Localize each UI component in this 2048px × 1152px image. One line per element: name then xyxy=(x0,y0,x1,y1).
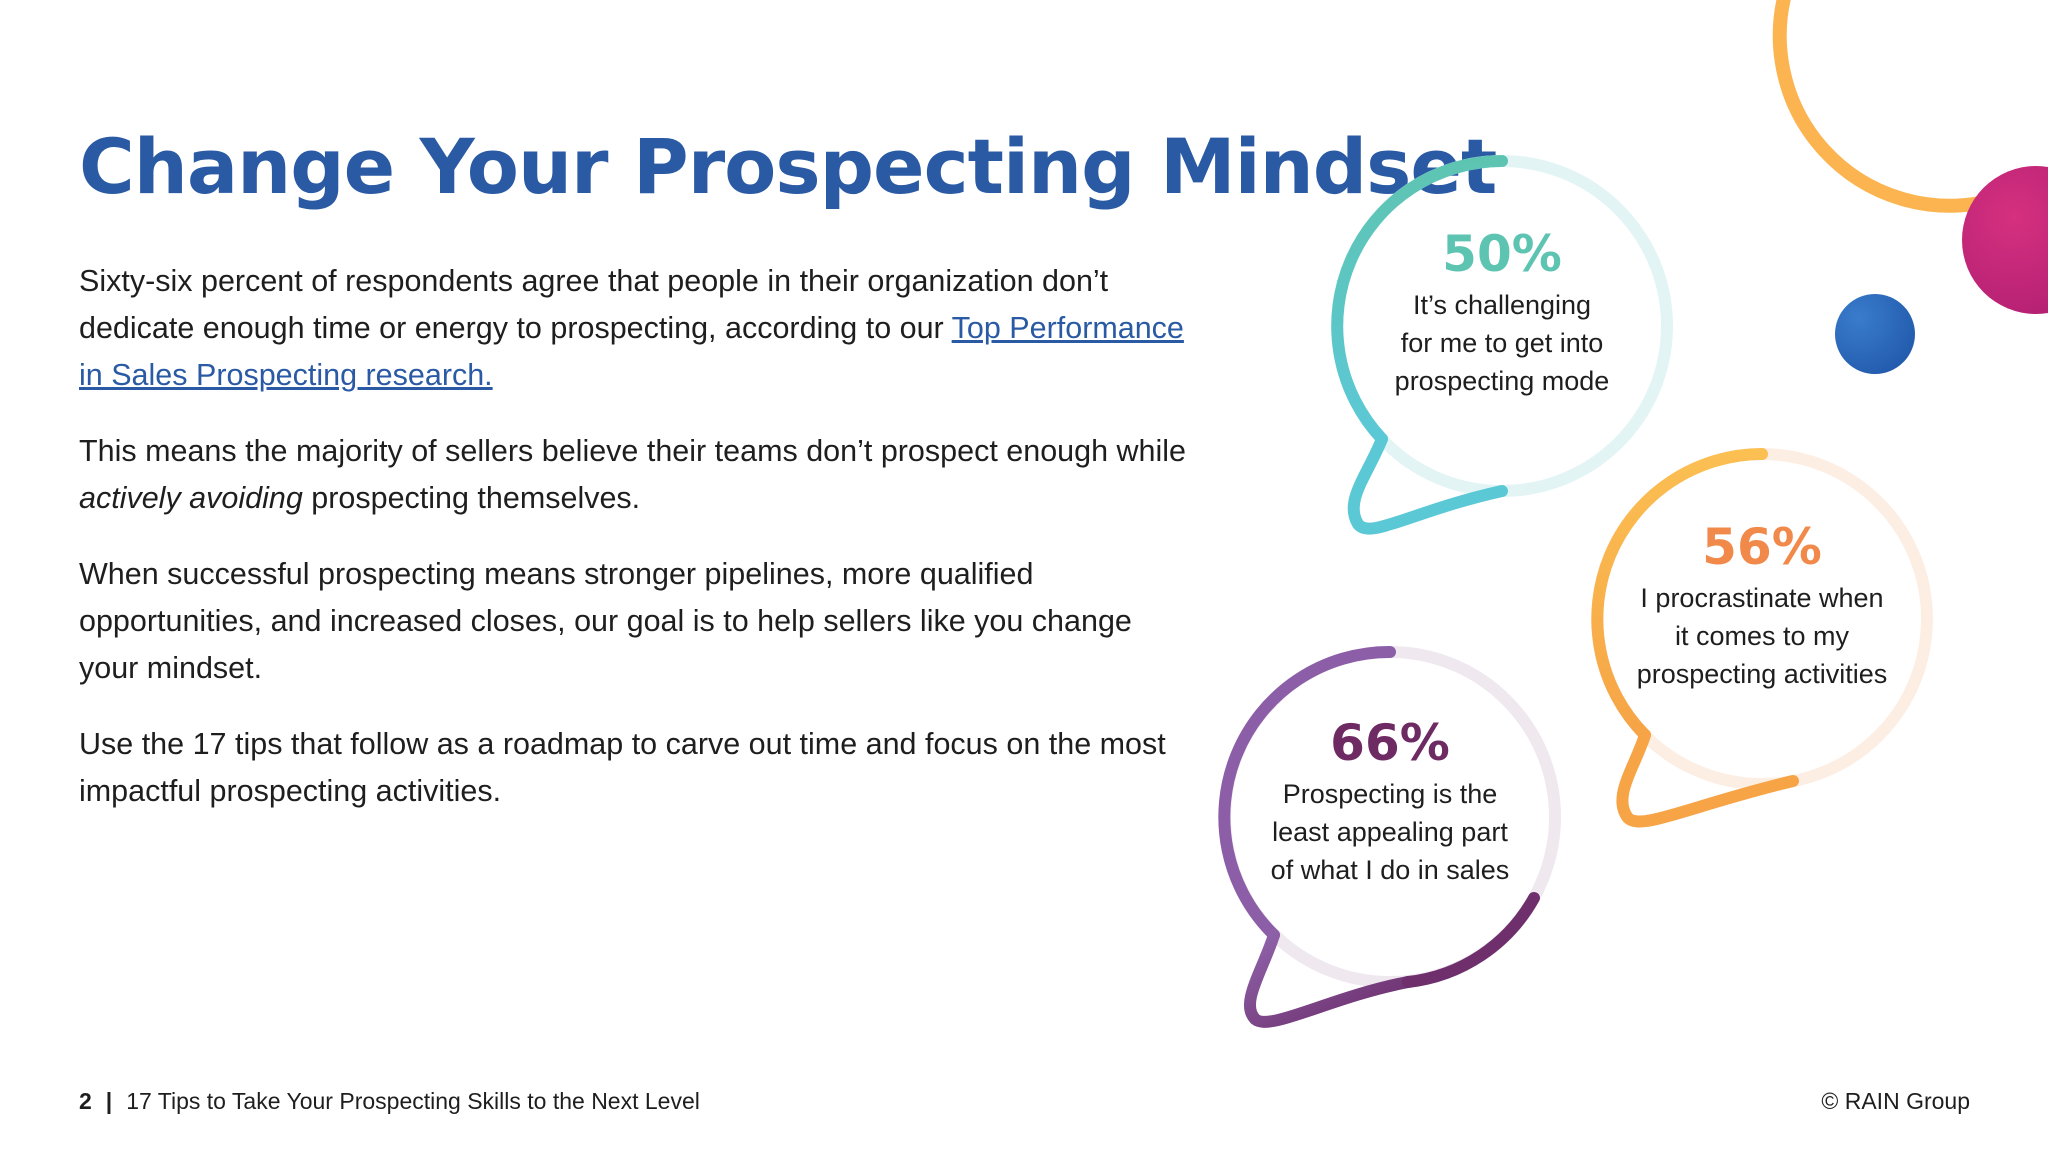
decor-orange-arc xyxy=(1772,0,1987,213)
paragraph-4: Use the 17 tips that follow as a roadmap… xyxy=(79,727,1166,808)
stat-bubble-50-tail xyxy=(1347,433,1508,535)
page-title: Change Your Prospecting Mindset xyxy=(79,122,1497,211)
stat-66-value: 66% xyxy=(1330,714,1450,772)
stat-56-caption-line-1: I procrastinate when xyxy=(1640,583,1884,613)
paragraph-1-text: Sixty-six percent of respondents agree t… xyxy=(79,264,1109,345)
stat-bubble-50-ring xyxy=(1331,155,1508,445)
paragraph-2-italic: actively avoiding xyxy=(79,481,303,515)
paragraph-3: When successful prospecting means strong… xyxy=(79,557,1132,685)
stat-bubble-50 xyxy=(1331,155,1673,535)
page-number: 2 xyxy=(79,1088,92,1114)
stat-66: 66% Prospecting is the least appealing p… xyxy=(1240,715,1540,889)
stat-50-caption-line-2: for me to get into xyxy=(1400,328,1604,358)
stat-bubble-66-tail xyxy=(1244,929,1414,1028)
stat-56: 56% I procrastinate when it comes to my … xyxy=(1612,519,1912,693)
footer-left: 2 | 17 Tips to Take Your Prospecting Skill… xyxy=(79,1088,700,1115)
decor-blue-dot xyxy=(1835,294,1915,374)
stat-bubble-66-ring-end xyxy=(1402,892,1540,988)
research-link[interactable]: Top Performance in Sales Prospecting res… xyxy=(79,311,1184,392)
stat-50-value: 50% xyxy=(1442,225,1562,283)
paragraph-2: This means the majority of sellers belie… xyxy=(79,428,1189,522)
footer-doc-title: 17 Tips to Take Your Prospecting Skills … xyxy=(126,1088,700,1114)
stat-66-caption-line-3: of what I do in sales xyxy=(1270,855,1510,885)
stat-56-value: 56% xyxy=(1702,518,1822,576)
stat-56-caption-line-3: prospecting activities xyxy=(1636,659,1888,689)
footer-copyright: © RAIN Group xyxy=(1821,1088,1970,1114)
footer-separator: | xyxy=(105,1088,113,1114)
stat-66-caption-line-1: Prospecting is the xyxy=(1282,779,1498,809)
paragraph-2-before: This means the majority of sellers belie… xyxy=(79,434,1187,468)
stat-bubble-56 xyxy=(1591,448,1933,828)
body-text: Sixty-six percent of respondents agree t… xyxy=(79,258,1189,844)
stat-66-caption-line-2: least appealing part xyxy=(1272,817,1508,847)
stat-50-caption-line-3: prospecting mode xyxy=(1394,366,1610,396)
stat-50-caption-line-1: It’s challenging xyxy=(1412,290,1592,320)
stat-bubble-66 xyxy=(1218,645,1561,1028)
stat-56-caption-line-2: it comes to my xyxy=(1674,621,1850,651)
stat-bubble-56-tail xyxy=(1616,729,1799,828)
stat-50: 50% It’s challenging for me to get into … xyxy=(1352,226,1652,400)
decor-magenta-circle xyxy=(1962,166,2048,314)
paragraph-1: Sixty-six percent of respondents agree t… xyxy=(79,258,1189,399)
paragraph-2-after: prospecting themselves. xyxy=(302,481,641,515)
stat-bubble-66-ring xyxy=(1218,645,1396,941)
stat-bubble-56-ring xyxy=(1591,448,1768,741)
